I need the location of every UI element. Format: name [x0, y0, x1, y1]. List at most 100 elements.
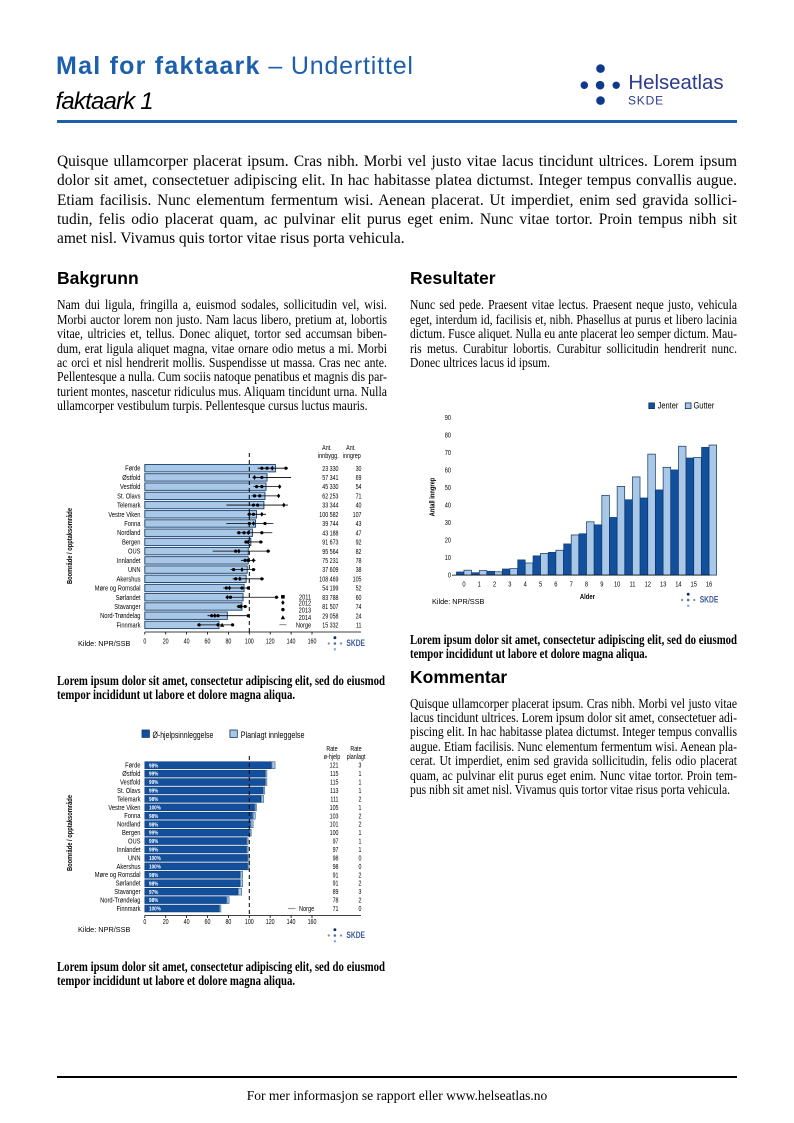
svg-text:98: 98 — [333, 853, 339, 862]
svg-text:120: 120 — [266, 637, 275, 646]
svg-text:43: 43 — [356, 519, 362, 528]
svg-text:SKDE: SKDE — [346, 638, 365, 648]
svg-text:140: 140 — [287, 637, 296, 646]
svg-text:105: 105 — [353, 574, 362, 583]
svg-text:97: 97 — [333, 837, 339, 846]
svg-text:2011: 2011 — [299, 593, 311, 602]
svg-text:Akershus: Akershus — [117, 574, 141, 583]
svg-text:9: 9 — [600, 580, 603, 589]
svg-text:Østfold: Østfold — [122, 769, 140, 778]
svg-text:3: 3 — [359, 761, 362, 770]
svg-text:1: 1 — [359, 803, 362, 812]
svg-text:60: 60 — [445, 465, 451, 474]
svg-text:Kilde: NPR/SSB: Kilde: NPR/SSB — [432, 597, 484, 606]
svg-text:91: 91 — [333, 879, 339, 888]
svg-text:54 199: 54 199 — [322, 584, 338, 593]
svg-text:Vestre Viken: Vestre Viken — [108, 803, 140, 812]
svg-text:Vestfold: Vestfold — [120, 777, 140, 786]
svg-text:69: 69 — [356, 473, 362, 482]
svg-text:10: 10 — [445, 553, 451, 562]
svg-text:20: 20 — [163, 917, 169, 926]
svg-text:92: 92 — [356, 538, 362, 547]
svg-text:0: 0 — [448, 571, 451, 580]
svg-text:80: 80 — [445, 430, 451, 439]
svg-text:43 188: 43 188 — [322, 528, 338, 537]
svg-text:98%: 98% — [149, 881, 158, 887]
svg-text:2013: 2013 — [299, 605, 311, 614]
svg-text:ø-hjelp: ø-hjelp — [324, 752, 340, 761]
svg-text:111: 111 — [330, 794, 338, 803]
svg-text:120: 120 — [266, 917, 275, 926]
svg-text:Innlandet: Innlandet — [117, 556, 141, 565]
svg-text:100%: 100% — [149, 805, 161, 811]
svg-text:Stavanger: Stavanger — [114, 887, 141, 896]
svg-text:Ant.: Ant. — [346, 443, 355, 452]
svg-text:Førde: Førde — [125, 464, 140, 473]
svg-text:2: 2 — [359, 820, 362, 829]
svg-text:47: 47 — [356, 528, 362, 537]
svg-text:23 330: 23 330 — [322, 464, 338, 473]
svg-text:SKDE: SKDE — [628, 94, 664, 108]
svg-text:95 564: 95 564 — [322, 547, 338, 556]
svg-text:40: 40 — [184, 637, 190, 646]
svg-text:90: 90 — [445, 413, 451, 422]
svg-text:0: 0 — [462, 580, 465, 589]
svg-text:98: 98 — [333, 862, 339, 871]
svg-text:Rate: Rate — [326, 744, 337, 753]
svg-text:105: 105 — [330, 803, 339, 812]
svg-text:80: 80 — [225, 917, 231, 926]
svg-text:1: 1 — [359, 778, 362, 787]
svg-text:2012: 2012 — [299, 598, 311, 607]
svg-text:24: 24 — [356, 611, 362, 620]
svg-text:40: 40 — [184, 917, 190, 926]
svg-text:16: 16 — [706, 580, 712, 589]
svg-text:6: 6 — [554, 580, 557, 589]
svg-text:Kilde: NPR/SSB: Kilde: NPR/SSB — [78, 925, 130, 934]
svg-text:89: 89 — [333, 887, 339, 896]
svg-text:1: 1 — [359, 828, 362, 837]
svg-text:1: 1 — [359, 769, 362, 778]
svg-text:115: 115 — [330, 778, 338, 787]
svg-text:100%: 100% — [149, 907, 161, 913]
svg-text:Vestfold: Vestfold — [120, 482, 140, 491]
svg-text:99%: 99% — [149, 789, 158, 795]
svg-text:Vestre Viken: Vestre Viken — [108, 510, 140, 519]
svg-text:Planlagt innleggelse: Planlagt innleggelse — [241, 730, 305, 740]
svg-text:98%: 98% — [149, 763, 158, 769]
svg-text:54: 54 — [356, 482, 362, 491]
svg-text:UNN: UNN — [128, 565, 140, 574]
svg-text:14: 14 — [675, 580, 681, 589]
svg-text:98%: 98% — [149, 797, 158, 803]
svg-text:74: 74 — [356, 602, 362, 611]
svg-text:0: 0 — [143, 637, 146, 646]
svg-text:101: 101 — [330, 820, 339, 829]
svg-text:75 231: 75 231 — [322, 556, 338, 565]
svg-text:83 788: 83 788 — [322, 593, 338, 602]
svg-text:100: 100 — [245, 637, 254, 646]
svg-text:98%: 98% — [149, 814, 158, 820]
svg-text:60: 60 — [205, 917, 211, 926]
svg-text:Boområde / opptaksområde: Boområde / opptaksområde — [65, 508, 74, 584]
svg-text:2: 2 — [359, 896, 362, 905]
svg-text:UNN: UNN — [128, 853, 140, 862]
svg-text:140: 140 — [287, 917, 296, 926]
svg-text:0: 0 — [359, 862, 362, 871]
svg-text:1: 1 — [478, 580, 481, 589]
svg-text:St. Olavs: St. Olavs — [117, 786, 141, 795]
svg-text:Finnmark: Finnmark — [117, 904, 141, 913]
svg-text:innbygg.: innbygg. — [318, 451, 339, 460]
svg-text:1: 1 — [359, 845, 362, 854]
svg-text:97%: 97% — [149, 890, 158, 896]
svg-text:Akershus: Akershus — [117, 862, 141, 871]
svg-text:8: 8 — [585, 580, 588, 589]
svg-text:97: 97 — [333, 845, 339, 854]
svg-text:Telemark: Telemark — [117, 501, 141, 510]
svg-text:82: 82 — [356, 547, 362, 556]
svg-text:40: 40 — [445, 500, 451, 509]
svg-text:0: 0 — [359, 904, 362, 913]
svg-text:80: 80 — [225, 637, 231, 646]
svg-text:40: 40 — [356, 501, 362, 510]
svg-text:Norge: Norge — [299, 904, 314, 913]
svg-text:OUS: OUS — [128, 547, 141, 556]
svg-text:1: 1 — [359, 786, 362, 795]
